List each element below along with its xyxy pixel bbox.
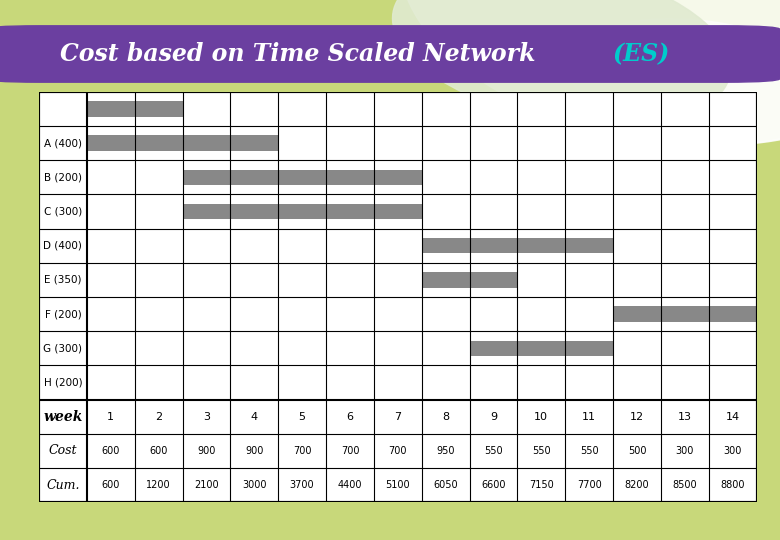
Text: 6600: 6600 [481, 480, 505, 490]
Bar [87, 101, 183, 117]
Text: F (200): F (200) [44, 309, 81, 319]
Bar [183, 170, 422, 185]
Text: Cost: Cost [48, 444, 77, 457]
Text: 7150: 7150 [529, 480, 554, 490]
Text: 700: 700 [292, 446, 311, 456]
Bar [422, 272, 517, 288]
FancyBboxPatch shape [0, 26, 780, 82]
Text: 5100: 5100 [385, 480, 410, 490]
Text: 7700: 7700 [576, 480, 601, 490]
Text: 6050: 6050 [434, 480, 458, 490]
Text: 12: 12 [630, 411, 644, 422]
Text: 300: 300 [675, 446, 694, 456]
Text: 300: 300 [724, 446, 742, 456]
Text: 2100: 2100 [194, 480, 218, 490]
Text: (ES): (ES) [612, 42, 669, 66]
Text: 9: 9 [490, 411, 497, 422]
Text: G (300): G (300) [44, 343, 83, 353]
Text: 500: 500 [628, 446, 647, 456]
Text: 6: 6 [346, 411, 353, 422]
Ellipse shape [399, 0, 780, 146]
Text: 600: 600 [101, 480, 120, 490]
Text: 1200: 1200 [147, 480, 171, 490]
Text: 900: 900 [197, 446, 215, 456]
Bar [87, 136, 278, 151]
Text: 8: 8 [442, 411, 449, 422]
Text: 550: 550 [484, 446, 503, 456]
Text: 550: 550 [580, 446, 598, 456]
Text: 8500: 8500 [672, 480, 697, 490]
Ellipse shape [569, 18, 780, 144]
Text: 8800: 8800 [721, 480, 745, 490]
Text: 550: 550 [532, 446, 551, 456]
Text: 3700: 3700 [290, 480, 314, 490]
Text: 600: 600 [150, 446, 168, 456]
Text: 4400: 4400 [338, 480, 362, 490]
Text: Cost based on Time Scaled Network: Cost based on Time Scaled Network [59, 42, 544, 66]
Bar [422, 238, 613, 253]
Text: H (200): H (200) [44, 377, 82, 388]
Bar [613, 306, 757, 322]
Text: 3000: 3000 [242, 480, 267, 490]
Text: 700: 700 [388, 446, 407, 456]
Text: B (200): B (200) [44, 172, 82, 183]
Text: 11: 11 [582, 411, 596, 422]
Text: 4: 4 [250, 411, 258, 422]
Bar [183, 204, 422, 219]
Text: 900: 900 [245, 446, 264, 456]
Text: A (400): A (400) [44, 138, 82, 148]
Text: 3: 3 [203, 411, 210, 422]
Ellipse shape [392, 0, 731, 125]
Text: 600: 600 [101, 446, 120, 456]
Text: Cum.: Cum. [46, 478, 80, 491]
Text: 13: 13 [678, 411, 692, 422]
Text: week: week [43, 410, 83, 424]
Text: 700: 700 [341, 446, 360, 456]
Text: D (400): D (400) [44, 241, 83, 251]
Text: 2: 2 [155, 411, 162, 422]
Text: 8200: 8200 [625, 480, 649, 490]
Text: 14: 14 [725, 411, 739, 422]
Text: 10: 10 [534, 411, 548, 422]
Text: 5: 5 [299, 411, 306, 422]
Bar [470, 341, 613, 356]
Text: 7: 7 [394, 411, 402, 422]
Text: C (300): C (300) [44, 206, 82, 217]
Text: 950: 950 [436, 446, 455, 456]
Text: 1: 1 [108, 411, 114, 422]
Text: E (350): E (350) [44, 275, 82, 285]
